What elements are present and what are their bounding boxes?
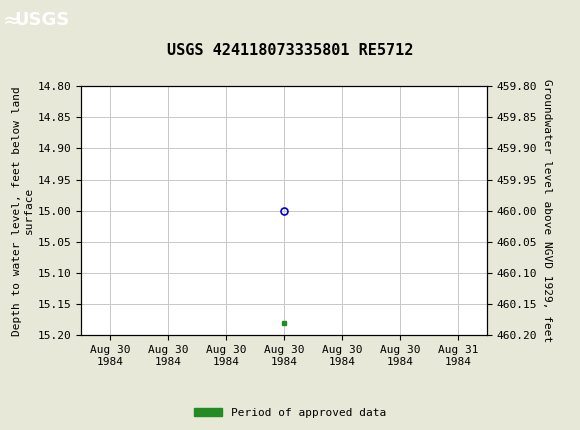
Y-axis label: Groundwater level above NGVD 1929, feet: Groundwater level above NGVD 1929, feet bbox=[542, 79, 552, 342]
Text: USGS 424118073335801 RE5712: USGS 424118073335801 RE5712 bbox=[167, 43, 413, 58]
Legend: Period of approved data: Period of approved data bbox=[190, 403, 390, 422]
Text: ≈: ≈ bbox=[3, 10, 20, 31]
Y-axis label: Depth to water level, feet below land
surface: Depth to water level, feet below land su… bbox=[12, 86, 34, 335]
Text: USGS: USGS bbox=[14, 12, 70, 29]
